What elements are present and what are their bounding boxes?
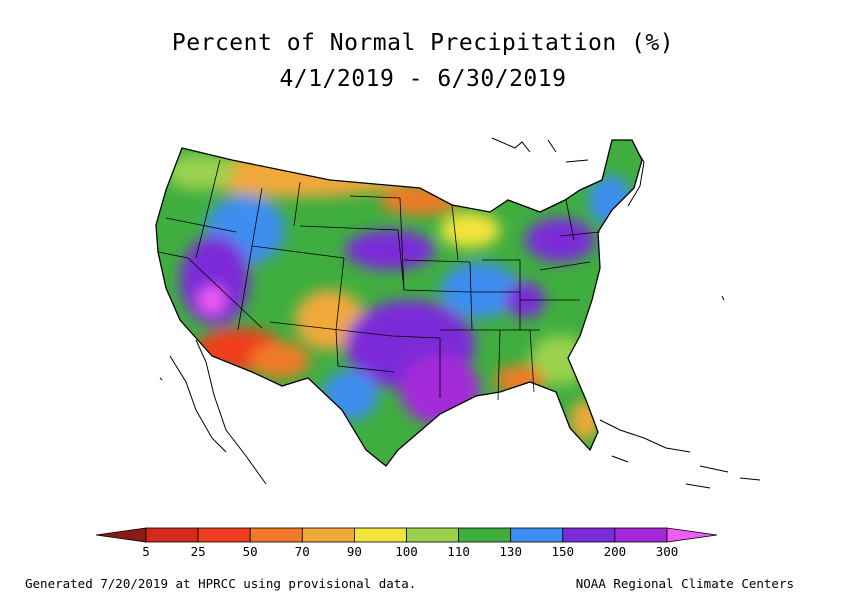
legend-swatch [458, 527, 512, 543]
legend-swatch [249, 527, 303, 543]
legend-tick-label: 50 [243, 544, 258, 559]
legend-tick-label: 100 [395, 544, 418, 559]
legend-tick-label: 300 [656, 544, 679, 559]
legend-tick-label: 110 [447, 544, 470, 559]
legend-tick-label: 5 [142, 544, 150, 559]
state-boundaries [155, 139, 643, 467]
map-title: Percent of Normal Precipitation (%) [171, 30, 675, 56]
map-subtitle: 4/1/2019 - 6/30/2019 [279, 66, 567, 92]
legend-swatch [353, 527, 407, 543]
legend-tick-label: 150 [552, 544, 575, 559]
legend-tick-label: 25 [191, 544, 206, 559]
generated-note: Generated 7/20/2019 at HPRCC using provi… [25, 576, 417, 591]
legend-swatch [510, 527, 564, 543]
legend-arrow-high [666, 527, 718, 543]
source-credit: NOAA Regional Climate Centers [575, 576, 794, 591]
legend-swatch [145, 527, 199, 543]
legend-swatch [614, 527, 668, 543]
legend-tick-label: 90 [347, 544, 362, 559]
legend-swatch [562, 527, 616, 543]
legend-tick-label: 130 [499, 544, 522, 559]
legend-swatch [406, 527, 459, 543]
legend-arrow-low [95, 527, 147, 543]
legend-swatch [301, 527, 355, 543]
legend-tick-label: 70 [295, 544, 310, 559]
legend-swatch [197, 527, 251, 543]
legend-tick-label: 200 [604, 544, 627, 559]
